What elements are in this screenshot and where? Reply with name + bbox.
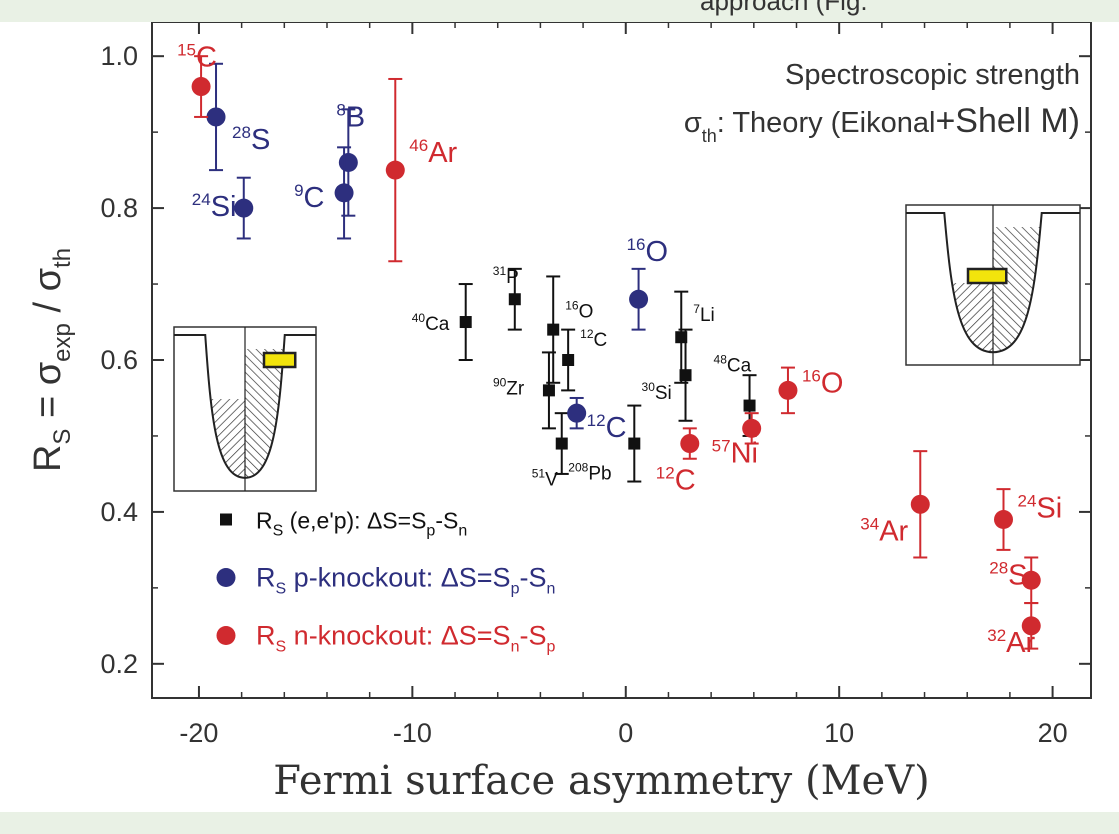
data-point-circle — [567, 403, 587, 423]
inset-yellow-level — [966, 267, 1008, 285]
point-label: 16O — [565, 299, 593, 323]
data-point-square — [628, 437, 641, 450]
point-label: 24Si — [192, 190, 237, 223]
y-tick-label: 0.8 — [100, 193, 138, 223]
plot-background — [0, 22, 1119, 812]
legend-label: RS n-knockout: ΔS=Sn-Sp — [256, 621, 555, 656]
left-inset — [173, 326, 317, 492]
legend-marker-square — [220, 513, 232, 526]
inset-yellow-level — [262, 351, 297, 369]
point-label: 46Ar — [409, 136, 457, 169]
point-label: 32Ar — [987, 626, 1035, 659]
data-point-square — [508, 293, 521, 306]
data-point-circle — [191, 77, 211, 97]
point-label: 90Zr — [493, 375, 525, 399]
legend-marker-circle — [216, 568, 236, 588]
legend: RS (e,e'p): ΔS=Sp-Sn RS p-knockout: ΔS=Sp… — [216, 508, 555, 656]
data-point-circle — [680, 434, 700, 454]
legend-label: RS p-knockout: ΔS=Sp-Sn — [256, 563, 555, 598]
point-label: 30Si — [642, 380, 672, 404]
data-point-circle — [334, 183, 354, 203]
legend-label: RS (e,e'p): ΔS=Sp-Sn — [256, 508, 467, 540]
point-label: 208Pb — [568, 461, 611, 485]
point-label: 12C — [587, 411, 627, 444]
point-label: 40Ca — [412, 311, 450, 335]
annotation-line-2: σth: Theory (Eikonal+Shell M) — [684, 102, 1080, 146]
point-label: 9C — [294, 181, 324, 214]
inset-hatch-right — [993, 227, 1041, 353]
y-tick-label: 0.4 — [100, 497, 138, 527]
data-point-circle — [742, 418, 762, 438]
point-label: 12C — [656, 464, 696, 497]
data-point-square — [542, 384, 555, 397]
y-axis-label: RS = σexp / σth — [27, 248, 76, 472]
point-label: 15C — [177, 41, 217, 74]
data-point-square — [675, 331, 688, 344]
point-label: 57Ni — [712, 436, 758, 469]
point-labels: 40Ca 31P 16O 90Zr 12C 51V 208Pb 7Li 30Si 48Ca 28S 2… — [177, 41, 1062, 659]
data-point-circle — [1021, 616, 1041, 636]
data-point-circle — [910, 494, 930, 514]
y-tick-label: 0.2 — [100, 649, 138, 679]
figure-canvas: approach (Fig. -20 -10 0 10 20 0.2 0.4 0.6 0.8 1.… — [0, 0, 1119, 812]
right-inset — [905, 204, 1081, 366]
data-point-circle — [385, 160, 405, 180]
spectroscopic-strength-chart: -20 -10 0 10 20 0.2 0.4 0.6 0.8 1.0 Fermi surface … — [0, 22, 1119, 812]
data-point-square — [459, 316, 472, 329]
clipped-caption-text: approach (Fig. — [700, 0, 868, 16]
annotation: Spectroscopic strength σth: Theory (Eikon… — [684, 59, 1080, 146]
series-n — [191, 55, 1041, 650]
point-label: 48Ca — [714, 353, 752, 377]
inset-hatch-left — [210, 399, 245, 478]
annotation-line-1: Spectroscopic strength — [785, 59, 1080, 91]
point-label: 24Si — [1018, 492, 1063, 525]
inset-hatch-left — [952, 283, 993, 353]
data-point-circle — [994, 510, 1014, 530]
x-tick-label: 0 — [618, 718, 633, 748]
point-label: 12C — [580, 327, 607, 351]
point-label: 51V — [532, 467, 558, 491]
data-point-square — [555, 437, 568, 450]
point-label: 16O — [627, 235, 668, 268]
y-tick-label: 1.0 — [100, 41, 138, 71]
legend-marker-circle — [216, 626, 236, 646]
point-label: 28S — [232, 123, 270, 156]
point-label: 34Ar — [860, 514, 908, 547]
point-label: 8B — [336, 101, 365, 134]
point-label: 7Li — [693, 302, 714, 326]
data-point-square — [743, 399, 756, 412]
data-point-circle — [206, 107, 226, 127]
data-point-circle — [1021, 570, 1041, 590]
potential-well-insets — [173, 204, 1081, 492]
data-point-circle — [234, 198, 254, 218]
data-point-circle — [338, 153, 358, 173]
x-tick-label: 10 — [824, 718, 854, 748]
point-label: 16O — [802, 366, 843, 399]
point-label: 31P — [493, 264, 519, 288]
data-point-square — [547, 323, 560, 336]
data-series — [191, 55, 1041, 650]
y-tick-label: 0.6 — [100, 345, 138, 375]
x-tick-label: 20 — [1038, 718, 1068, 748]
x-tick-label: -10 — [393, 718, 432, 748]
clipped-header-strip: approach (Fig. — [0, 0, 1119, 22]
data-point-circle — [778, 380, 798, 400]
data-point-square — [562, 354, 575, 366]
x-tick-label: -20 — [179, 718, 218, 748]
inset-hatch-right — [245, 349, 284, 478]
data-point-square — [679, 369, 692, 382]
data-point-circle — [629, 289, 649, 309]
x-axis-label: Fermi surface asymmetry (MeV) — [273, 758, 929, 804]
point-label: 28S — [989, 558, 1027, 591]
axes: -20 -10 0 10 20 0.2 0.4 0.6 0.8 1.0 Fermi surface … — [0, 22, 1119, 812]
series-p — [206, 62, 649, 430]
